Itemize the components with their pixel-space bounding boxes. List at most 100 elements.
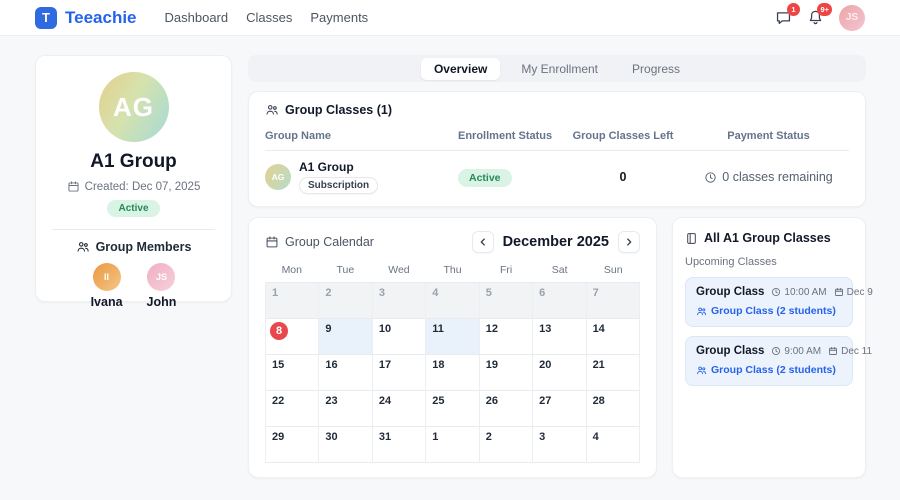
notifications-button[interactable]: 9+	[807, 3, 832, 26]
member-ivana[interactable]: II Ivana	[91, 263, 123, 309]
class-date: Dec 11	[828, 346, 872, 357]
table-row[interactable]: AG A1 Group Subscription Active 0 0 clas…	[265, 160, 849, 194]
calendar-day-w4-24[interactable]: 24	[372, 391, 427, 427]
notifications-badge: 9+	[817, 3, 832, 16]
calendar-day-w3-20[interactable]: 20	[533, 355, 587, 391]
member-name-john: John	[146, 295, 177, 309]
group-classes-heading: Group Classes (1)	[265, 103, 849, 117]
class-date: Dec 9	[834, 287, 873, 298]
class-name: Group Class	[696, 286, 765, 298]
calendar-day-number: 9	[325, 323, 332, 335]
calendar-day-w4-28[interactable]: 28	[586, 391, 640, 427]
calendar-day-w5-29[interactable]: 29	[266, 427, 320, 463]
calendar-day-w3-15[interactable]: 15	[266, 355, 320, 391]
class-name: Group Class	[696, 345, 765, 357]
calendar-grid: 1 2 3 4 5 6 7 8 9 10 11 12 13 14 15 16 17 18 19 20 21 22 23 24 2…	[265, 282, 640, 463]
calendar-day-w5-1[interactable]: 1	[426, 427, 480, 463]
clock-icon	[771, 346, 781, 356]
calendar-day-w2-11[interactable]: 11	[426, 319, 480, 355]
calendar-day-number: 4	[432, 287, 439, 299]
member-avatar-john: JS	[147, 263, 176, 291]
calendar-day-w4-25[interactable]: 25	[426, 391, 480, 427]
calendar-day-w1-4[interactable]: 4	[426, 283, 480, 319]
payment-status: 0 classes remaining	[688, 170, 849, 184]
group-status-badge: Active	[107, 200, 160, 217]
table-header-row: Group Name Enrollment Status Group Class…	[265, 130, 849, 151]
calendar-day-number: 3	[378, 287, 385, 299]
tab-progress[interactable]: Progress	[632, 61, 681, 76]
calendar-day-w2-13[interactable]: 13	[533, 319, 587, 355]
weekday-wed: Wed	[388, 264, 410, 276]
calendar-day-w1-1[interactable]: 1	[266, 283, 320, 319]
app-logo[interactable]: T	[35, 6, 57, 29]
class-students-link[interactable]: Group Class (2 students)	[696, 364, 842, 376]
calendar-day-w5-31[interactable]: 31	[372, 427, 427, 463]
calendar-day-w5-4[interactable]: 4	[586, 427, 640, 463]
calendar-day-w3-18[interactable]: 18	[426, 355, 480, 391]
calendar-day-w5-2[interactable]: 2	[479, 427, 534, 463]
group-members-list: II Ivana JS John	[50, 263, 217, 309]
tab-my-enrollment[interactable]: My Enrollment	[521, 61, 599, 76]
calendar-day-w1-5[interactable]: 5	[479, 283, 534, 319]
calendar-day-w5-30[interactable]: 30	[319, 427, 373, 463]
calendar-day-w1-3[interactable]: 3	[372, 283, 427, 319]
next-month-button[interactable]	[618, 231, 640, 253]
calendar-day-w2-14[interactable]: 14	[586, 319, 640, 355]
nav-item-dashboard[interactable]: Dashboard	[164, 10, 229, 25]
column-group-name: Group Name	[265, 130, 332, 142]
calendar-day-w1-7[interactable]: 7	[586, 283, 640, 319]
people-icon	[265, 103, 279, 117]
classes-left-value: 0	[619, 170, 627, 184]
calendar-day-w1-6[interactable]: 6	[533, 283, 587, 319]
group-profile-card: AG A1 Group Created: Dec 07, 2025 Active…	[35, 55, 232, 309]
group-members-heading: Group Members	[50, 240, 217, 254]
calendar-day-number: 20	[539, 359, 552, 371]
divider	[52, 229, 215, 230]
content-column: Overview My Enrollment Progress Group Cl…	[248, 55, 873, 478]
column-payment-status: Payment Status	[727, 130, 810, 142]
enrollment-status-badge: Active	[458, 168, 512, 187]
calendar-day-w2-12[interactable]: 12	[479, 319, 534, 355]
calendar-icon	[834, 287, 844, 297]
messages-badge: 1	[787, 3, 800, 16]
calendar-day-w3-16[interactable]: 16	[319, 355, 373, 391]
calendar-day-number: 27	[539, 395, 552, 407]
column-enrollment-status: Enrollment Status	[458, 130, 553, 142]
upcoming-class-card-2[interactable]: Group Class 9:00 AM Dec 11	[685, 336, 872, 386]
calendar-day-w2-10[interactable]: 10	[372, 319, 427, 355]
subscription-badge: Subscription	[299, 177, 379, 194]
brand-name[interactable]: Teeachie	[65, 7, 137, 27]
group-members-label: Group Members	[95, 240, 192, 254]
member-john[interactable]: JS John	[146, 263, 177, 309]
calendar-day-number: 14	[592, 323, 605, 335]
calendar-day-w4-22[interactable]: 22	[266, 391, 320, 427]
calendar-day-w5-3[interactable]: 3	[533, 427, 587, 463]
calendar-day-number: 24	[378, 395, 392, 407]
people-icon	[76, 240, 90, 254]
prev-month-button[interactable]	[471, 231, 494, 253]
calendar-day-w4-26[interactable]: 26	[479, 391, 534, 427]
column-group-classes-left: Group Classes Left	[572, 130, 674, 142]
calendar-day-number: 2	[485, 431, 492, 443]
clock-icon	[704, 171, 717, 184]
calendar-day-number: 19	[485, 359, 498, 371]
calendar-day-w4-27[interactable]: 27	[533, 391, 587, 427]
nav-item-classes[interactable]: Classes	[246, 10, 293, 25]
calendar-day-w3-17[interactable]: 17	[372, 355, 427, 391]
weekday-thu: Thu	[443, 264, 462, 276]
tab-overview[interactable]: Overview	[420, 57, 501, 80]
upcoming-class-card-1[interactable]: Group Class 10:00 AM Dec 9	[685, 277, 873, 327]
calendar-day-w3-21[interactable]: 21	[586, 355, 640, 391]
user-avatar[interactable]: JS	[839, 4, 865, 31]
messages-button[interactable]: 1	[775, 3, 800, 26]
calendar-day-w1-2[interactable]: 2	[319, 283, 373, 319]
calendar-day-w4-23[interactable]: 23	[319, 391, 373, 427]
calendar-day-w2-9[interactable]: 9	[319, 319, 373, 355]
weekday-sat: Sat	[551, 264, 568, 276]
notebook-icon	[685, 232, 698, 245]
calendar-day-number: 29	[272, 431, 285, 443]
calendar-day-w2-8[interactable]: 8	[266, 319, 320, 355]
nav-item-payments[interactable]: Payments	[310, 10, 369, 25]
class-students-link[interactable]: Group Class (2 students)	[696, 305, 842, 317]
calendar-day-w3-19[interactable]: 19	[479, 355, 534, 391]
